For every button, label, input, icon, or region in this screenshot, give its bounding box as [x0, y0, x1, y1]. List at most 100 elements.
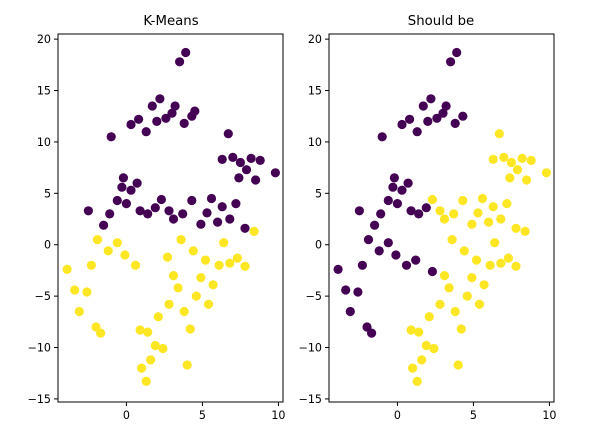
should-be-point — [423, 116, 433, 126]
kmeans-point — [121, 199, 131, 209]
kmeans-point — [181, 47, 191, 58]
kmeans-point — [126, 119, 136, 130]
kmeans-point — [241, 165, 252, 175]
should-be-point — [345, 306, 355, 317]
should-be-point — [439, 271, 450, 281]
kmeans-point — [156, 194, 166, 205]
should-be-point — [511, 261, 521, 271]
kmeans-point — [178, 209, 188, 219]
should-be-x-tick-label: 10 — [542, 409, 556, 422]
should-be-point — [450, 306, 460, 317]
should-be-y-tick-label: 15 — [308, 85, 322, 98]
kmeans-point — [214, 260, 224, 270]
should-be-point — [383, 195, 393, 206]
should-be-point — [421, 203, 431, 213]
kmeans-point — [146, 355, 156, 365]
kmeans-point — [175, 57, 185, 67]
kmeans-point — [120, 250, 130, 260]
should-be-axes-frame — [328, 33, 555, 403]
kmeans-point — [147, 101, 157, 111]
kmeans-y-tick-label: 0 — [44, 239, 51, 252]
kmeans-point — [167, 108, 177, 118]
should-be-point — [397, 185, 407, 195]
kmeans-point — [168, 214, 179, 224]
kmeans-point — [83, 206, 93, 216]
should-be-point — [441, 101, 451, 111]
kmeans-point — [208, 280, 218, 290]
kmeans-point — [190, 106, 200, 116]
should-be-point — [494, 129, 504, 139]
should-be-point — [426, 94, 436, 104]
kmeans-point — [231, 199, 241, 209]
should-be-point — [522, 175, 532, 185]
kmeans-point — [162, 252, 173, 262]
should-be-point — [526, 155, 536, 165]
kmeans-point — [134, 114, 144, 124]
kmeans-point — [135, 325, 145, 335]
kmeans-x-tick-label: 0 — [123, 409, 130, 422]
kmeans-point — [96, 328, 106, 338]
kmeans-point — [196, 219, 206, 229]
kmeans-y-tick-label: 10 — [37, 136, 51, 149]
should-be-y-tick-label: −15 — [299, 393, 322, 406]
kmeans-point — [150, 203, 160, 213]
should-be-point — [363, 235, 374, 245]
kmeans-point — [143, 209, 153, 219]
should-be-point — [462, 291, 472, 301]
should-be-point — [408, 363, 418, 373]
kmeans-point — [179, 118, 189, 128]
should-be-point — [505, 173, 515, 183]
kmeans-point — [170, 101, 180, 111]
should-be-point — [388, 182, 398, 192]
should-be-point — [459, 246, 469, 256]
kmeans-point — [173, 283, 183, 293]
kmeans-point — [164, 299, 174, 309]
should-be-point — [370, 220, 380, 230]
kmeans-point — [223, 129, 233, 139]
should-be-point — [435, 206, 445, 216]
should-be-y-tick-label: −10 — [299, 342, 322, 355]
should-be-point — [424, 312, 434, 322]
kmeans-point — [232, 253, 242, 263]
kmeans-point — [112, 195, 122, 206]
kmeans-point — [135, 206, 145, 216]
should-be-point — [444, 283, 454, 293]
should-be-point — [458, 111, 468, 121]
should-be-point — [496, 258, 506, 268]
should-be-point — [367, 328, 377, 338]
kmeans-point — [164, 206, 174, 216]
should-be-point — [474, 299, 485, 309]
kmeans-point — [155, 94, 165, 104]
kmeans-point — [270, 168, 280, 178]
should-be-point — [376, 209, 386, 219]
kmeans-point — [105, 209, 115, 219]
kmeans-point — [234, 173, 244, 183]
should-be-point — [374, 246, 384, 256]
should-be-ticks: 0 5 10 −15 −10 −5 0 5 10 15 20 — [299, 33, 557, 422]
should-be-point — [488, 202, 498, 212]
kmeans-point — [112, 238, 122, 248]
kmeans-point — [251, 175, 261, 185]
kmeans-point — [130, 260, 141, 270]
kmeans-point — [117, 182, 127, 192]
should-be-point — [377, 132, 387, 142]
kmeans-point — [161, 113, 171, 123]
kmeans-point — [137, 363, 147, 373]
should-be-points — [333, 47, 552, 386]
should-be-point — [471, 255, 482, 265]
kmeans-y-tick-label: 5 — [44, 187, 51, 200]
kmeans-point — [228, 152, 238, 162]
should-be-point — [414, 209, 424, 219]
kmeans-point — [235, 157, 245, 168]
kmeans-point — [152, 116, 162, 126]
kmeans-point — [62, 264, 72, 274]
should-be-point — [412, 127, 422, 137]
should-be-point — [496, 214, 506, 224]
should-be-point — [435, 299, 445, 309]
should-be-y-tick-label: 10 — [308, 136, 322, 149]
kmeans-point — [185, 324, 195, 334]
kmeans-point — [203, 299, 214, 309]
should-be-y-tick-label: 5 — [315, 187, 322, 200]
should-be-point — [488, 154, 498, 164]
kmeans-point — [153, 312, 163, 322]
